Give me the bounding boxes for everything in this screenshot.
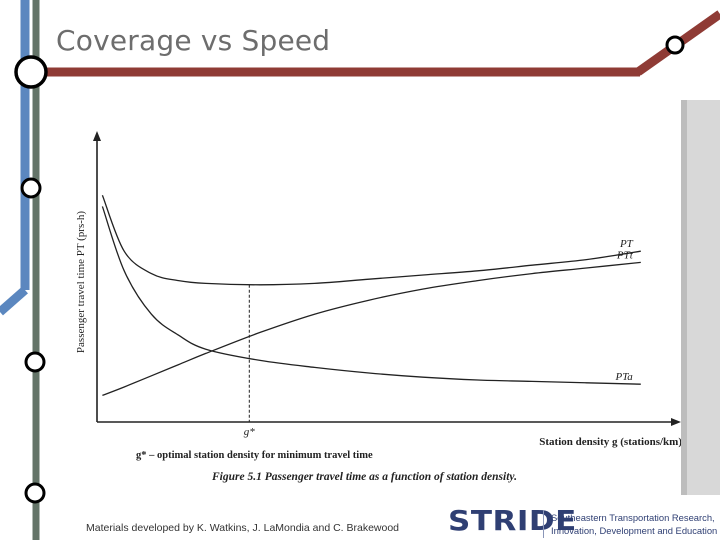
scan-page-edge xyxy=(681,100,720,495)
chart-caption: Figure 5.1 Passenger travel time as a fu… xyxy=(211,471,517,483)
station-node xyxy=(20,177,42,199)
stride-logo: STRIDE xyxy=(448,505,577,538)
logo-divider xyxy=(543,510,544,538)
series-line-pt xyxy=(101,194,641,286)
series-label-ptt: PTt xyxy=(616,249,634,261)
blue-route-branch xyxy=(0,286,28,316)
stride-tagline: Southeastern Transportation Research, In… xyxy=(551,511,720,537)
station-node xyxy=(24,351,46,373)
station-node xyxy=(24,482,46,504)
optimum-tick-label: g* xyxy=(244,426,256,438)
series-line-pta xyxy=(101,206,641,385)
y-axis-label: Passenger travel time PT (prs-h) xyxy=(75,211,87,353)
footer-credit: Materials developed by K. Watkins, J. La… xyxy=(86,522,400,534)
travel-time-chart: Passenger travel time PT (prs-h) g* PTPT… xyxy=(75,131,681,483)
slide-title: Coverage vs Speed xyxy=(56,24,331,57)
chart-axes xyxy=(93,131,681,426)
y-axis-arrow xyxy=(93,131,101,141)
scan-page-edge-shade xyxy=(681,100,687,495)
station-node-large xyxy=(14,55,48,89)
x-axis-arrow xyxy=(671,418,681,426)
series-line-ptt xyxy=(102,261,641,397)
x-axis-label: Station density g (stations/km) xyxy=(539,436,681,448)
tagline-line-2: Innovation, Development and Education Ce… xyxy=(551,525,720,536)
station-node-top-right xyxy=(665,35,685,55)
tagline-line-1: Southeastern Transportation Research, xyxy=(551,512,715,523)
optimum-note: g* – optimal station density for minimum… xyxy=(136,450,373,461)
series-label-pta: PTa xyxy=(614,371,633,383)
series-label-pt: PT xyxy=(619,238,634,250)
